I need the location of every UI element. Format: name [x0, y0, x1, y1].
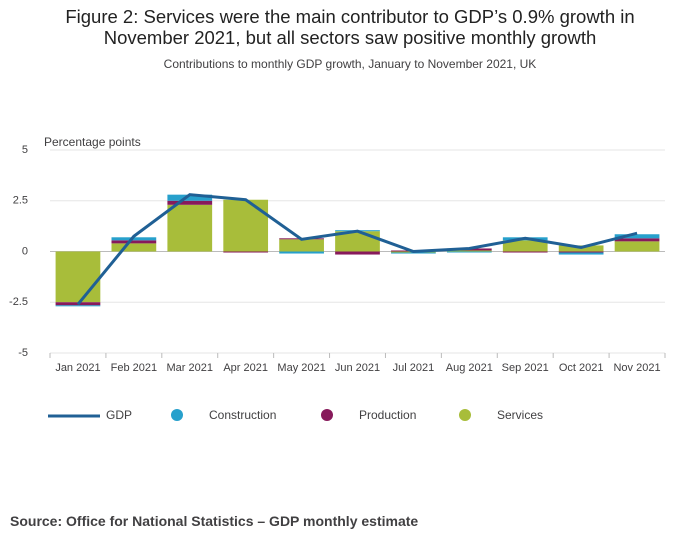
- y-tick-label: 0: [22, 245, 28, 257]
- bar-segment: [55, 251, 101, 303]
- bar-segment: [614, 238, 660, 242]
- bar-segment: [111, 237, 157, 241]
- chart: Percentage points 5 2.5 0 -2.5 -5 Jan 2021 Feb…: [9, 135, 666, 422]
- legend-marker: [459, 409, 471, 421]
- legend-marker: [321, 409, 333, 421]
- bar-segment: [55, 305, 101, 307]
- bar-segment: [335, 251, 380, 255]
- bar-segment: [223, 199, 269, 252]
- bar-segment: [614, 234, 660, 239]
- bar-segment: [279, 239, 324, 252]
- legend-label: GDP: [106, 408, 132, 422]
- x-tick-label: Aug 2021: [446, 362, 493, 374]
- y-axis-label: Percentage points: [44, 135, 141, 149]
- y-tick-label: 2.5: [13, 195, 28, 207]
- bar-segment: [223, 251, 269, 253]
- y-tick-label: -5: [18, 347, 28, 359]
- legend-label: Production: [359, 408, 416, 422]
- x-tick-label: Jul 2021: [393, 362, 435, 374]
- bar-segment: [167, 194, 213, 201]
- y-tick-label: 5: [22, 144, 28, 156]
- x-tick-label: Feb 2021: [111, 362, 157, 374]
- bar-segment: [558, 252, 604, 255]
- y-tick-label: -2.5: [9, 296, 28, 308]
- bar-segment: [502, 240, 548, 252]
- bar-segment: [446, 250, 492, 252]
- bar-segment: [279, 251, 324, 254]
- line: [76, 193, 638, 306]
- x-tick-label: Mar 2021: [167, 362, 213, 374]
- bar-segment: [614, 241, 660, 252]
- bar-segment: [167, 204, 213, 252]
- legend-marker: [171, 409, 183, 421]
- bar-segment: [558, 251, 604, 253]
- x-tick-label: Sep 2021: [502, 362, 549, 374]
- x-tick-label: Jun 2021: [335, 362, 380, 374]
- chart-title: Figure 2: Services were the main contrib…: [65, 6, 635, 48]
- x-tick-label: Oct 2021: [559, 362, 604, 374]
- bar-segment: [167, 200, 213, 205]
- chart-subtitle: Contributions to monthly GDP growth, Jan…: [163, 57, 537, 71]
- bar-segment: [446, 251, 492, 253]
- x-tick-label: Nov 2021: [613, 362, 660, 374]
- bar-segment: [391, 252, 436, 254]
- legend-label: Services: [497, 408, 543, 422]
- x-tick-label: Apr 2021: [223, 362, 268, 374]
- bar-segment: [111, 240, 157, 244]
- x-tick-label: Jan 2021: [55, 362, 100, 374]
- x-tick-label: May 2021: [277, 362, 325, 374]
- bar-segment: [502, 251, 548, 253]
- legend-label: Construction: [209, 408, 276, 422]
- source: Source: Office for National Statistics –…: [10, 513, 419, 529]
- bar-segment: [111, 243, 157, 252]
